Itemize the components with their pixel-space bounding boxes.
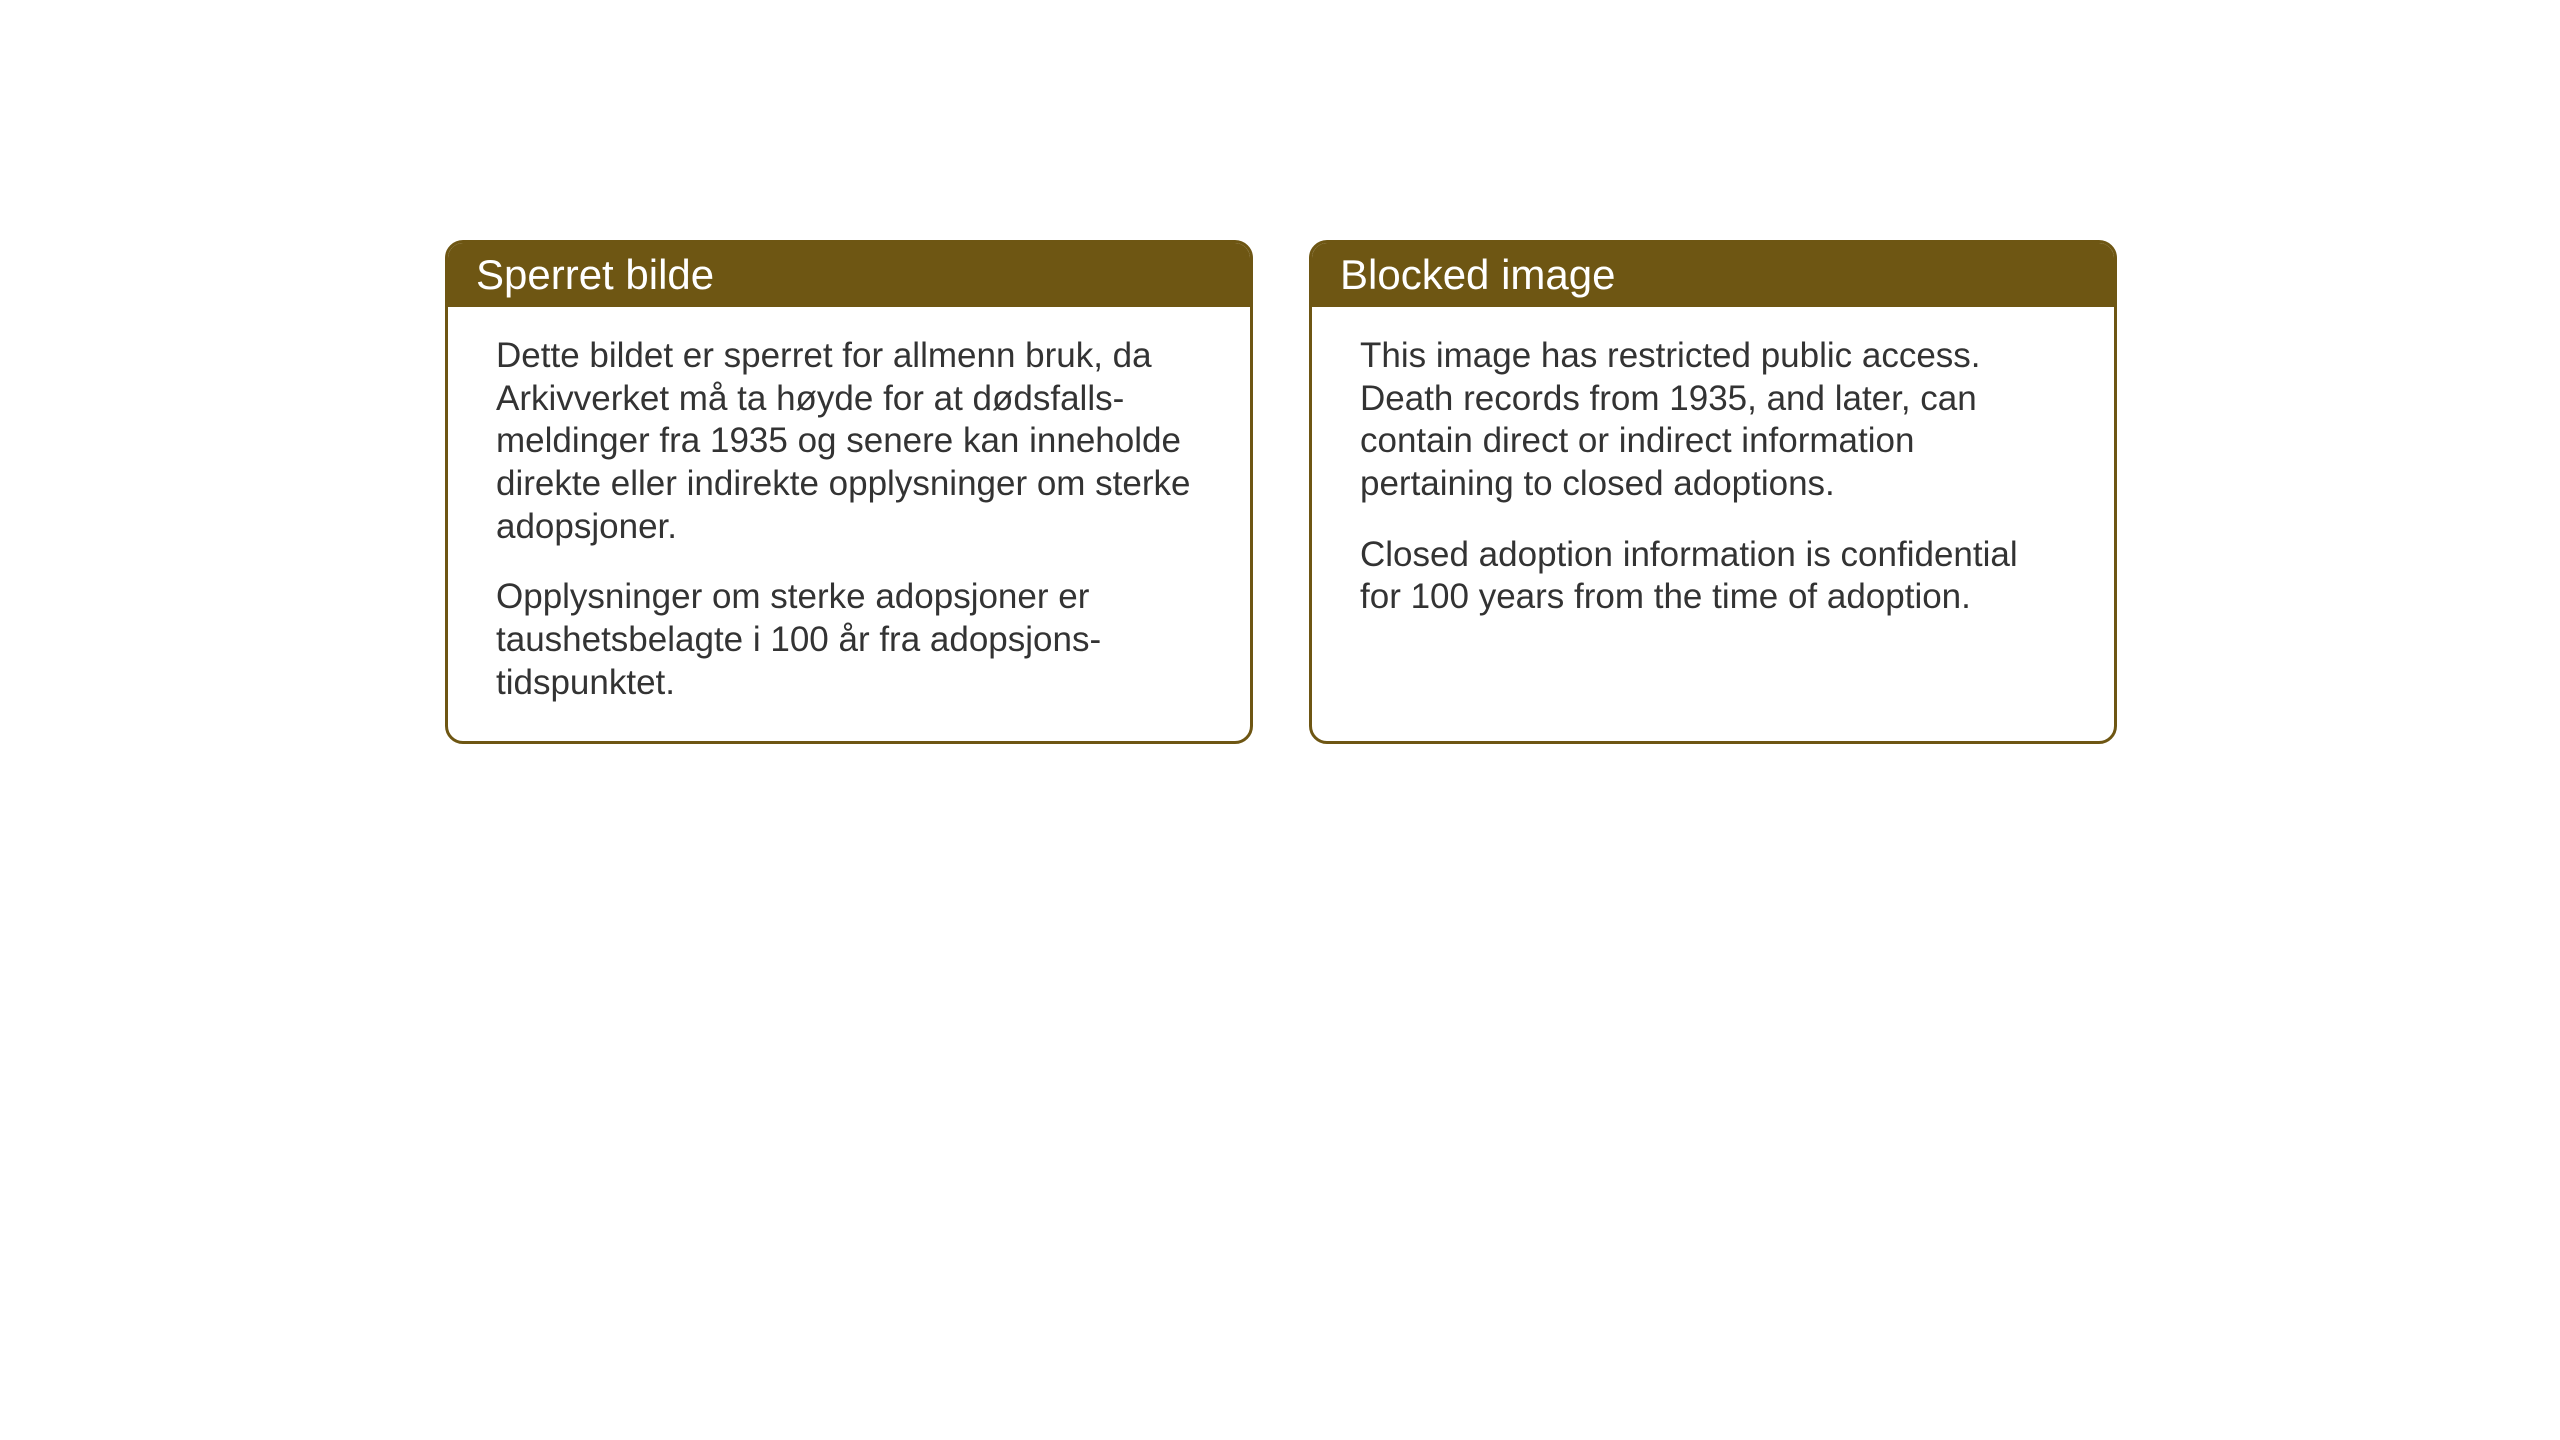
card-header-norwegian: Sperret bilde (448, 243, 1250, 307)
card-title-english: Blocked image (1340, 251, 1615, 298)
card-header-english: Blocked image (1312, 243, 2114, 307)
card-paragraph-english-2: Closed adoption information is confident… (1360, 534, 2066, 619)
card-title-norwegian: Sperret bilde (476, 251, 714, 298)
card-body-norwegian: Dette bildet er sperret for allmenn bruk… (448, 307, 1250, 741)
card-paragraph-english-1: This image has restricted public access.… (1360, 335, 2066, 506)
card-paragraph-norwegian-1: Dette bildet er sperret for allmenn bruk… (496, 335, 1202, 548)
card-paragraph-norwegian-2: Opplysninger om sterke adopsjoner er tau… (496, 576, 1202, 704)
card-norwegian: Sperret bilde Dette bildet er sperret fo… (445, 240, 1253, 744)
card-container: Sperret bilde Dette bildet er sperret fo… (445, 240, 2117, 744)
card-body-english: This image has restricted public access.… (1312, 307, 2114, 655)
card-english: Blocked image This image has restricted … (1309, 240, 2117, 744)
